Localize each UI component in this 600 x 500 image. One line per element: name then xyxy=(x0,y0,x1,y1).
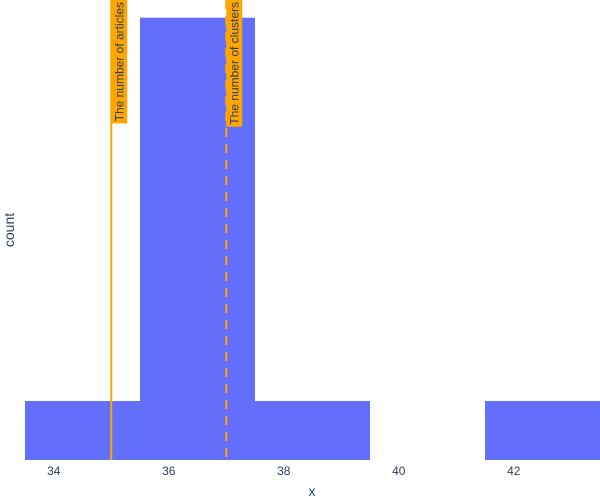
reference-line-label-0: The number of articles xyxy=(111,0,128,124)
reference-line-label-text-1: The number of clusters xyxy=(227,2,241,125)
reference-line-label-text-0: The number of articles xyxy=(112,2,126,121)
x-axis-title: x xyxy=(309,483,316,499)
reference-line-label-background-0 xyxy=(111,0,128,124)
y-axis-title: count xyxy=(1,213,17,247)
histogram-bar-0 xyxy=(25,401,140,460)
x-tick-label-3: 40 xyxy=(392,464,406,478)
x-axis-ticks: 34 36 38 40 42 xyxy=(47,464,521,478)
reference-line-label-1: The number of clusters xyxy=(226,0,243,127)
vertical-lines-layer: The number of articles The number of clus… xyxy=(110,0,243,460)
histogram-bar-2 xyxy=(255,401,370,460)
x-tick-label-2: 38 xyxy=(277,464,291,478)
x-tick-label-0: 34 xyxy=(47,464,61,478)
x-tick-label-4: 42 xyxy=(507,464,521,478)
reference-line-label-background-1 xyxy=(226,0,243,127)
histogram-bar-4 xyxy=(485,401,600,460)
x-tick-label-1: 36 xyxy=(162,464,176,478)
